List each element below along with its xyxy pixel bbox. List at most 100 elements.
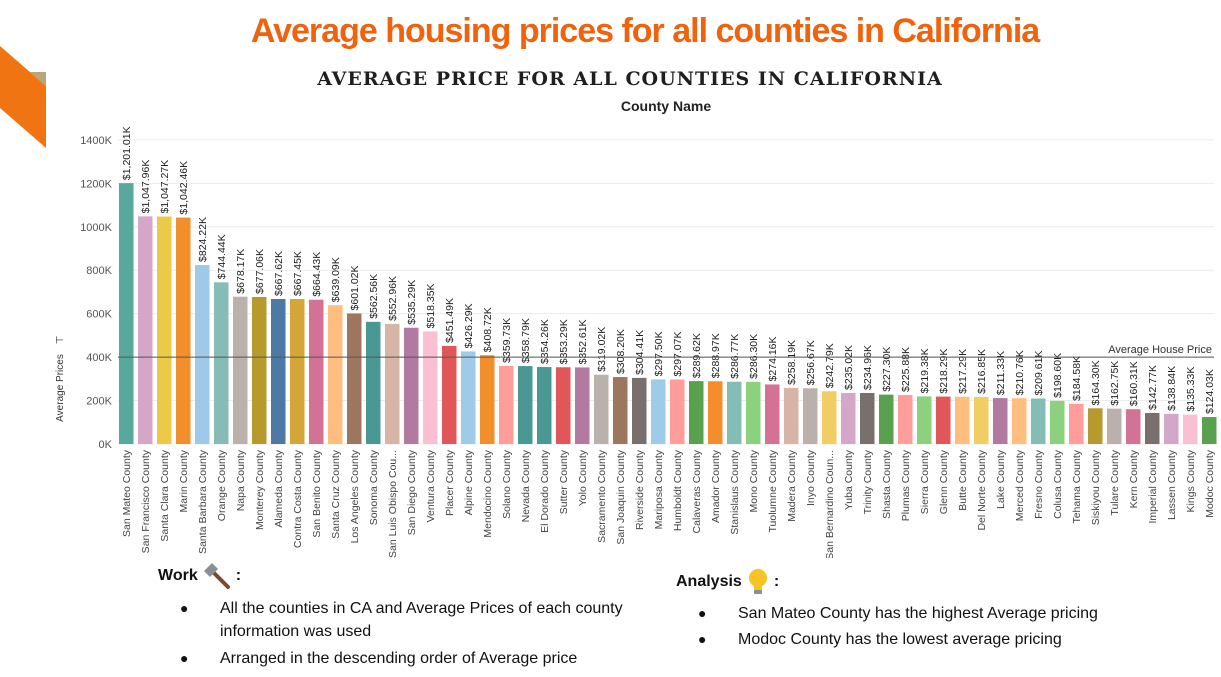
category-label: Riverside County [634, 449, 646, 530]
filter-icon: ⊤ [55, 336, 66, 345]
data-label: $562.56K [368, 274, 380, 319]
bar [613, 377, 628, 444]
category-label: Napa County [235, 449, 247, 511]
bar [1088, 408, 1103, 444]
category-label: Stanislaus County [729, 449, 741, 534]
analysis-heading: Analysis [676, 573, 742, 590]
category-label: San Francisco County [140, 449, 152, 553]
work-bullet-list: ● All the counties in CA and Average Pric… [180, 597, 660, 670]
bar [898, 394, 913, 444]
data-label: $289.62K [691, 333, 703, 378]
data-label: $667.45K [292, 251, 304, 296]
category-label: Contra Costa County [292, 449, 304, 548]
bar [879, 394, 894, 444]
lightbulb-icon [748, 569, 767, 594]
category-label: Sutter County [558, 449, 570, 514]
category-label: Alameda County [273, 449, 285, 527]
bar [1183, 414, 1198, 444]
y-tick-label: 0K [99, 439, 113, 451]
bar [917, 396, 932, 444]
bar [727, 381, 742, 444]
data-label: $552.96K [387, 276, 399, 321]
data-label: $319.02K [596, 327, 608, 372]
work-section: Work : ● All the counties in CA and Avera… [158, 563, 660, 674]
bar [841, 392, 856, 444]
data-label: $211.33K [995, 351, 1007, 395]
y-axis-label: Average Prices [55, 354, 66, 422]
data-label: $274.16K [767, 336, 779, 381]
data-label: $297.07K [672, 332, 684, 377]
bar [138, 216, 153, 444]
data-label: $286.30K [748, 334, 760, 379]
category-label: Plumas County [900, 449, 912, 521]
data-label: $219.38K [919, 348, 931, 393]
category-label: Siskiyou County [1090, 449, 1102, 525]
category-label: Yolo County [577, 449, 589, 506]
analysis-bullet-list: ● San Mateo County has the highest Averag… [698, 602, 1098, 651]
data-label: $235.02K [843, 345, 855, 390]
bar [214, 282, 229, 444]
bar [1031, 398, 1046, 444]
data-label: $1,047.96K [140, 160, 152, 214]
y-tick-label: 1400K [80, 135, 112, 147]
y-tick-label: 600K [86, 309, 112, 321]
bar [765, 384, 780, 444]
bar-chart: 0K 200K 400K 600K 800K 1000K 1200K 1400K $1,201… [55, 126, 1217, 558]
bar [423, 331, 438, 444]
bar [1145, 412, 1160, 444]
data-label: $304.41K [634, 330, 646, 375]
data-label: $217.29K [957, 349, 969, 394]
y-tick-label: 1000K [80, 222, 112, 234]
category-label: Mono County [748, 449, 760, 512]
data-label: $234.96K [862, 345, 874, 390]
category-label: San Mateo County [121, 449, 133, 537]
category-label: Monterey County [254, 449, 266, 530]
bar [366, 321, 381, 444]
data-label: $352.61K [577, 319, 589, 364]
bar [461, 351, 476, 444]
data-label: $225.88K [900, 347, 912, 392]
data-label: $1,201.01K [121, 126, 133, 180]
bar [499, 365, 514, 444]
data-label: $297.50K [653, 331, 665, 376]
bar [176, 217, 191, 444]
data-label: $209.61K [1033, 351, 1045, 396]
category-label: Imperial County [1147, 449, 1159, 523]
data-label: $256.67K [805, 340, 817, 385]
bars-layer [119, 183, 1217, 444]
category-label: Tulare County [1109, 449, 1121, 515]
list-item: ● San Mateo County has the highest Averag… [698, 602, 1098, 625]
bar [708, 381, 723, 444]
category-label: San Diego County [406, 449, 418, 535]
list-item: ● Arranged in the descending order of Ave… [180, 647, 660, 670]
bar [974, 396, 989, 444]
category-label: San Bernardino Coun... [824, 450, 836, 558]
category-label: Trinity County [862, 449, 874, 514]
chart-title: AVERAGE PRICE FOR ALL COUNTIES IN CALIFO… [317, 68, 943, 90]
category-label: Mendocino County [482, 449, 494, 537]
bar [1107, 408, 1122, 444]
bar [195, 264, 210, 444]
category-label: Nevada County [520, 449, 532, 522]
bar [1164, 413, 1179, 444]
y-tick-label: 1200K [80, 178, 112, 190]
bar [347, 313, 362, 444]
category-label: Ventura County [425, 449, 437, 522]
bar [1126, 409, 1141, 444]
bar [556, 367, 571, 444]
data-label: $124.03K [1204, 369, 1216, 414]
bar [1012, 398, 1027, 444]
analysis-section: Analysis : ● San Mateo County has the hig… [676, 568, 1098, 654]
bar [936, 396, 951, 444]
data-label: $242.79K [824, 343, 836, 388]
category-label: Santa Cruz County [330, 449, 342, 538]
bar [404, 327, 419, 444]
list-item: ● Modoc County has the lowest average pri… [698, 628, 1098, 651]
data-label: $426.29K [463, 303, 475, 348]
category-label: Amador County [710, 449, 722, 523]
bar [518, 366, 533, 444]
data-label: $162.75K [1109, 361, 1121, 406]
bar [746, 381, 761, 444]
category-label: Sacramento County [596, 449, 608, 543]
bar [252, 296, 267, 444]
